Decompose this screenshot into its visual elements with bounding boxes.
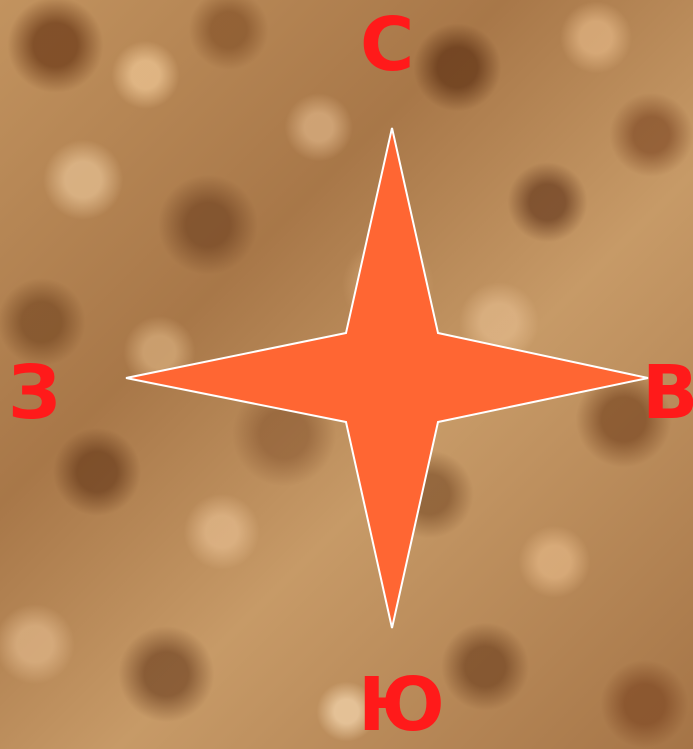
south-label: Ю bbox=[358, 662, 445, 748]
compass-star bbox=[125, 127, 649, 629]
east-label: В bbox=[642, 350, 693, 436]
north-label: С bbox=[360, 2, 415, 88]
west-label: З bbox=[8, 350, 61, 436]
